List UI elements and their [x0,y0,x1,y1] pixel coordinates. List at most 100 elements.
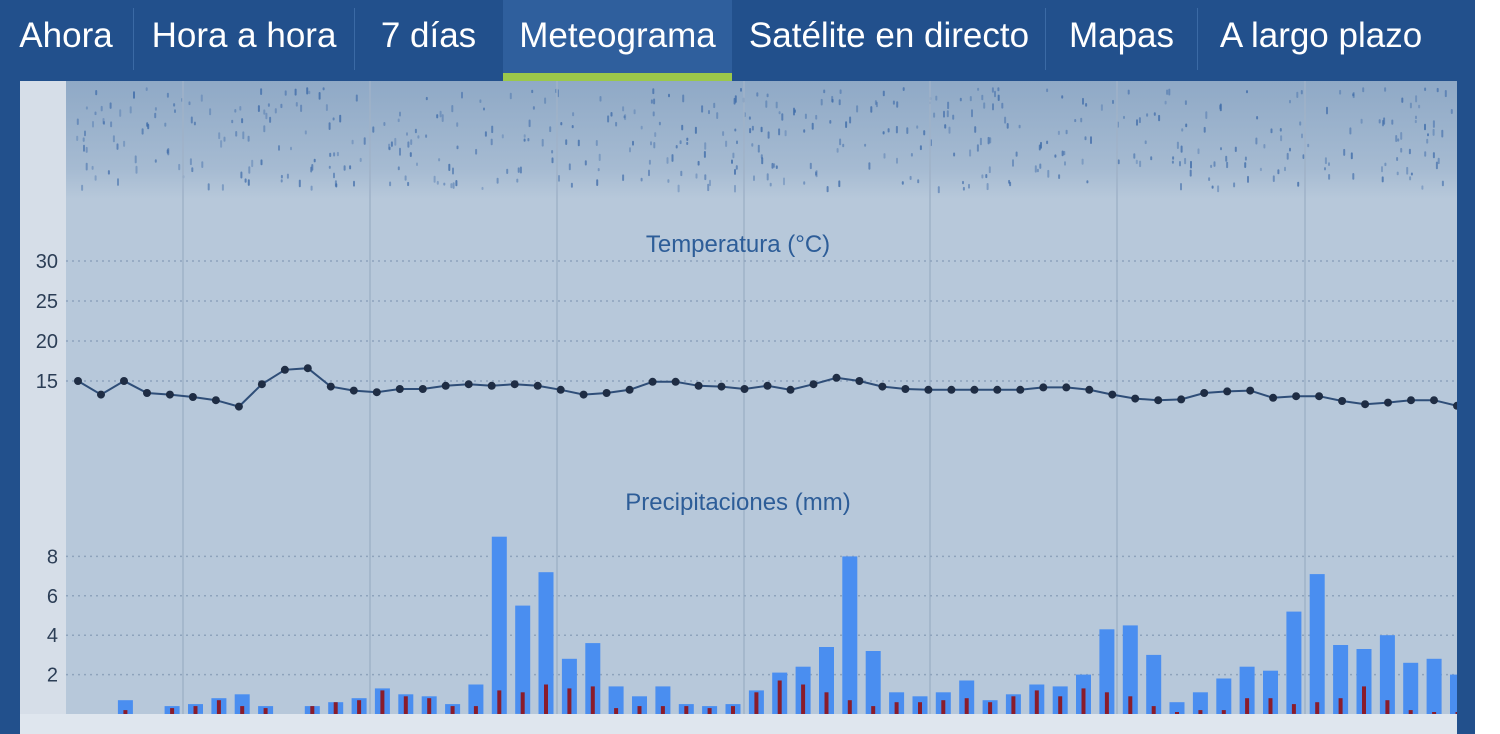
rain-drop [1150,156,1153,161]
temperature-point [1338,397,1347,405]
rain-drop [455,180,458,187]
rain-drop [1226,161,1229,169]
rain-drop [100,105,103,112]
rain-drop [976,144,979,152]
rain-drop [501,134,504,139]
precipitation-secondary-bar [1058,696,1063,714]
rain-drop [1409,102,1412,109]
precipitation-bar [632,696,647,714]
rain-drop [490,138,493,146]
rain-drop [1418,104,1421,109]
rain-drop [1203,126,1206,133]
rain-drop [868,162,871,170]
rain-drop [748,116,751,120]
rain-drop [1378,119,1381,124]
rain-drop [135,165,138,174]
tab-meteograma[interactable]: Meteograma [503,0,732,81]
precipitation-secondary-bar [1128,696,1133,714]
rain-drop [325,104,328,111]
rain-drop [436,114,439,119]
rain-drop [483,107,485,111]
rain-drop [831,98,834,103]
precipitation-bar [865,651,881,714]
rain-drop [839,89,842,94]
rain-drop [756,92,759,97]
rain-drop [280,179,283,183]
rain-drop [708,110,710,115]
rain-drop [1301,133,1303,139]
rain-drop [528,119,531,128]
rain-drop [1349,127,1352,135]
rain-drop [666,157,669,164]
rain-drop [1415,115,1417,120]
precipitation-bar [959,680,975,714]
rain-drop [1006,123,1009,129]
rain-drop [1213,161,1216,167]
precipitation-bar [585,643,601,714]
precipitation-secondary-bar [263,708,268,714]
rain-drop [1326,106,1328,115]
temperature-tick-label: 15 [36,371,58,393]
rain-drop [775,101,778,109]
rain-drop [551,157,554,164]
rain-drop [333,152,336,157]
tab-satelite-en-directo[interactable]: Satélite en directo [748,16,1030,55]
precipitation-bar [1216,678,1232,714]
rain-drop [935,95,938,101]
precipitation-bar [1450,674,1457,714]
rain-drop [76,135,79,141]
rain-drop [599,96,602,102]
rain-drop [193,121,196,126]
rain-drop [509,92,512,100]
rain-drop [188,101,191,106]
temperature-point [372,388,381,397]
rain-drop [351,139,354,145]
tab-ahora[interactable]: Ahora [19,16,113,55]
rain-drop [328,165,331,169]
temperature-point [625,385,634,394]
tab-7-dias[interactable]: 7 días [380,16,477,55]
tab-bar: Ahora Hora a hora 7 días Meteograma Saté… [0,0,1475,81]
rain-drop [1396,171,1399,176]
temperature-point [878,382,887,391]
rain-drop [767,131,770,139]
rain-drop [91,165,94,170]
rain-drop [274,108,277,114]
temperature-point [1407,396,1415,405]
rain-drop [333,172,335,179]
temperature-point [395,385,404,393]
tab-mapas[interactable]: Mapas [1068,16,1175,55]
precipitation-secondary-bar [1455,712,1457,714]
rain-drop [595,140,598,146]
rain-drop [804,113,807,119]
rain-drop [971,109,973,118]
rain-drop [1058,174,1061,179]
rain-drop [1168,88,1171,96]
precipitation-tick-label: 8 [47,546,58,568]
rain-drop [968,183,970,189]
tab-a-largo-plazo[interactable]: A largo plazo [1219,16,1423,55]
rain-drop [1133,153,1136,159]
precipitation-secondary-bar [1291,704,1296,714]
rain-drop [648,169,650,177]
rain-drop [240,171,243,179]
rain-drop [306,87,309,95]
rain-drop [1084,136,1087,141]
rain-drop [959,97,962,102]
tab-hora-a-hora[interactable]: Hora a hora [151,16,337,55]
rain-drop [895,125,898,134]
rain-drop [991,87,994,93]
rain-drop [784,130,787,137]
rain-drop [716,112,719,119]
rain-drop [1063,150,1066,156]
rain-drop [1061,95,1064,99]
temperature-point [74,377,82,385]
temperature-point [1223,387,1232,396]
precipitation-secondary-bar [450,706,455,714]
rain-drop [596,179,599,186]
temperature-point [993,385,1002,394]
rain-drop [887,128,890,133]
rain-drop [141,128,144,135]
rain-drop [558,175,560,182]
rain-drop [517,167,520,173]
